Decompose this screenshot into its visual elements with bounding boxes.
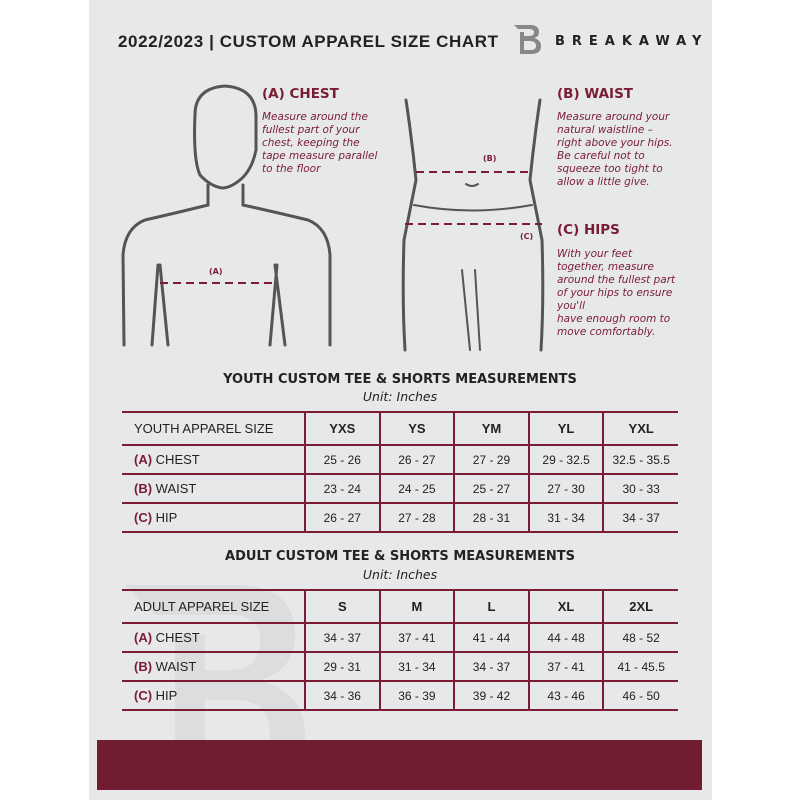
chest-heading: (A) CHEST: [262, 86, 339, 102]
measurement-letter: (B): [134, 659, 153, 674]
size-header: YXL: [602, 411, 678, 446]
measurement-value: 27 - 29: [453, 444, 529, 475]
size-header: S: [304, 589, 380, 624]
measurement-value: 28 - 31: [453, 502, 529, 533]
table-row: (B) WAIST 29 - 31 31 - 34 34 - 37 37 - 41 41 …: [122, 651, 678, 682]
measurement-value: 27 - 30: [527, 473, 604, 504]
youth-unit: Unit: Inches: [362, 389, 438, 404]
table-row: (C) HIP 26 - 27 27 - 28 28 - 31 31 - 34 34 - …: [122, 502, 678, 533]
adult-unit: Unit: Inches: [362, 567, 438, 582]
measurement-value: 41 - 44: [453, 622, 529, 653]
measurement-value: 36 - 39: [378, 680, 455, 711]
measurement-value: 34 - 36: [304, 680, 380, 711]
measurement-value: 27 - 28: [378, 502, 455, 533]
brand-name: BREAKAWAY: [555, 34, 709, 49]
measurement-label: (A) CHEST: [122, 444, 305, 475]
measurement-value: 34 - 37: [602, 502, 678, 533]
page-title: 2022/2023 | CUSTOM APPAREL SIZE CHART: [118, 32, 499, 51]
hips-heading: (C) HIPS: [557, 222, 620, 238]
measurement-name: HIP: [155, 688, 178, 703]
chest-description: Measure around the fullest part of your …: [262, 111, 378, 175]
measurement-value: 26 - 27: [304, 502, 380, 533]
measurement-label: (A) CHEST: [122, 622, 305, 653]
measurement-value: 48 - 52: [602, 622, 678, 653]
measurement-value: 31 - 34: [378, 651, 455, 682]
measurement-name: CHEST: [155, 452, 200, 467]
measurement-value: 37 - 41: [527, 651, 604, 682]
measurement-letter: (A): [134, 452, 153, 467]
measurement-letter: (C): [134, 510, 153, 525]
waist-heading: (B) WAIST: [557, 86, 634, 102]
chest-marker: (A): [209, 267, 223, 276]
table-row: (A) CHEST 25 - 26 26 - 27 27 - 29 29 - 32.5 3…: [122, 444, 678, 475]
measurement-value: 44 - 48: [527, 622, 604, 653]
measurement-value: 41 - 45.5: [602, 651, 678, 682]
table-row: (A) CHEST 34 - 37 37 - 41 41 - 44 44 - 48 48 …: [122, 622, 678, 653]
measurement-value: 46 - 50: [602, 680, 678, 711]
size-header: YL: [527, 411, 604, 446]
measurement-name: HIP: [155, 510, 178, 525]
measurement-label: (B) WAIST: [122, 651, 305, 682]
size-header: XL: [527, 589, 604, 624]
measurement-value: 30 - 33: [602, 473, 678, 504]
measurement-letter: (A): [134, 630, 153, 645]
measurement-value: 31 - 34: [527, 502, 604, 533]
brand-logo-icon: [514, 25, 541, 54]
measurement-name: WAIST: [155, 481, 197, 496]
adult-size-table: ADULT APPAREL SIZE S M L XL 2XL (A) CHEST 34 - …: [122, 589, 678, 711]
table-row: (C) HIP 34 - 36 36 - 39 39 - 42 43 - 46 46 - …: [122, 680, 678, 711]
measurement-label: (B) WAIST: [122, 473, 305, 504]
measurement-value: 34 - 37: [304, 622, 380, 653]
measurement-value: 29 - 32.5: [527, 444, 604, 475]
hips-marker: (C): [520, 232, 534, 241]
measurement-value: 43 - 46: [527, 680, 604, 711]
measurement-value: 25 - 26: [304, 444, 380, 475]
measurement-value: 26 - 27: [378, 444, 455, 475]
footer-band: [97, 740, 702, 790]
size-header: M: [378, 589, 455, 624]
size-header: 2XL: [602, 589, 678, 624]
measurement-label: (C) HIP: [122, 680, 305, 711]
measurement-letter: (C): [134, 688, 153, 703]
size-header: YXS: [304, 411, 380, 446]
table-header-row: ADULT APPAREL SIZE S M L XL 2XL: [122, 589, 678, 624]
measurement-value: 32.5 - 35.5: [602, 444, 678, 475]
size-label: YOUTH APPAREL SIZE: [122, 411, 305, 446]
youth-size-table: YOUTH APPAREL SIZE YXS YS YM YL YXL (A) CHEST 2…: [122, 411, 678, 533]
size-header: L: [453, 589, 529, 624]
youth-table-title: YOUTH CUSTOM TEE & SHORTS MEASUREMENTS: [223, 372, 577, 387]
adult-table-title: ADULT CUSTOM TEE & SHORTS MEASUREMENTS: [225, 549, 575, 564]
measurement-value: 34 - 37: [453, 651, 529, 682]
measurement-value: 29 - 31: [304, 651, 380, 682]
table-row: (B) WAIST 23 - 24 24 - 25 25 - 27 27 - 30 30 …: [122, 473, 678, 504]
measurement-value: 23 - 24: [304, 473, 380, 504]
size-header: YM: [453, 411, 529, 446]
size-header: YS: [378, 411, 455, 446]
hips-description: With your feet together, measure around …: [557, 248, 676, 338]
measurement-name: WAIST: [155, 659, 197, 674]
measurement-letter: (B): [134, 481, 153, 496]
measurement-value: 24 - 25: [378, 473, 455, 504]
measurement-name: CHEST: [155, 630, 200, 645]
waist-marker: (B): [483, 154, 497, 163]
measurement-value: 37 - 41: [378, 622, 455, 653]
size-label: ADULT APPAREL SIZE: [122, 589, 305, 624]
table-header-row: YOUTH APPAREL SIZE YXS YS YM YL YXL: [122, 411, 678, 446]
lower-body-figure: [401, 98, 545, 352]
measurement-label: (C) HIP: [122, 502, 305, 533]
measurement-value: 25 - 27: [453, 473, 529, 504]
waist-description: Measure around your natural waistline – …: [557, 111, 673, 188]
measurement-value: 39 - 42: [453, 680, 529, 711]
upper-body-figure: [121, 84, 332, 347]
